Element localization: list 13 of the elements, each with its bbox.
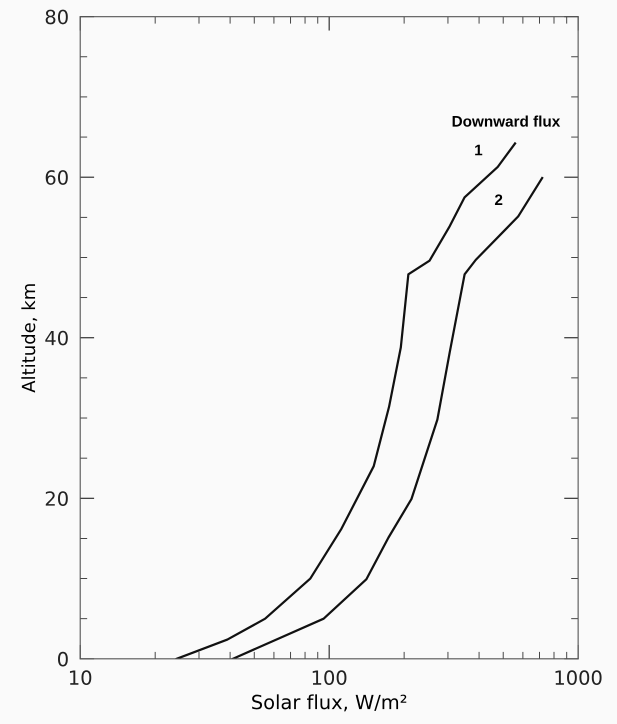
- x-tick-label: 1000: [556, 670, 602, 685]
- y-tick-label: 0: [58, 652, 68, 667]
- series-label: 2: [494, 194, 502, 206]
- y-tick-label: 20: [46, 491, 68, 506]
- y-tick-label: 40: [45, 330, 68, 346]
- y-axis-title: Altitude, km: [21, 284, 38, 393]
- series-label: 1: [475, 144, 482, 156]
- x-tick-label: 10: [70, 670, 92, 685]
- annotation: Downward flux: [452, 115, 560, 127]
- x-axis-title: Solar flux, W/m²: [252, 694, 406, 712]
- y-tick-label: 80: [46, 10, 68, 24]
- y-tick-label: 60: [46, 170, 68, 185]
- x-tick-label: 100: [312, 670, 346, 685]
